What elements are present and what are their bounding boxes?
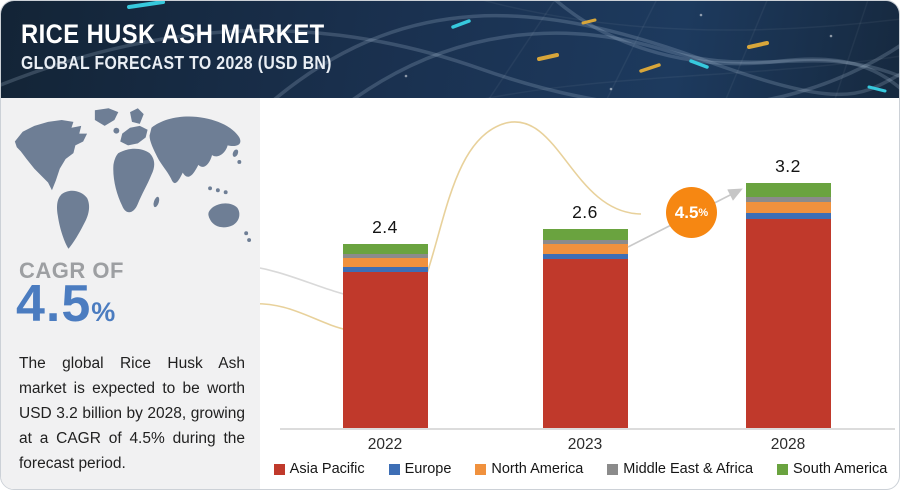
bar-segment-north-america-2028 xyxy=(745,202,831,214)
legend-swatch xyxy=(273,463,285,475)
cagr-percent-sign: % xyxy=(91,297,116,327)
legend-label: South America xyxy=(793,461,888,477)
header-banner: RICE HUSK ASH MARKET GLOBAL FORECAST TO … xyxy=(1,1,899,98)
bar-segment-europe-2022 xyxy=(342,266,428,272)
legend-swatch xyxy=(475,463,487,475)
legend-item-middle-east-africa: Middle East & Africa xyxy=(607,461,753,477)
sidebar-panel: CAGR OF 4.5% The global Rice Husk Ash ma… xyxy=(1,98,260,489)
chart-legend: Asia Pacific Europe North America Middle Ea… xyxy=(260,461,899,477)
legend-item-asia-pacific: Asia Pacific xyxy=(273,461,365,477)
growth-badge: 4.5% xyxy=(666,187,717,238)
legend-swatch xyxy=(607,463,619,475)
value-label-2023: 2.6 xyxy=(572,202,598,223)
bar-segment-north-america-2023 xyxy=(542,244,628,254)
bar-segment-south-america-2023 xyxy=(542,229,628,240)
legend-item-north-america: North America xyxy=(475,461,583,477)
legend-label: North America xyxy=(491,461,584,477)
bar-segment-south-america-2028 xyxy=(745,183,831,197)
cagr-label: CAGR OF xyxy=(19,258,124,283)
bar-segment-europe-2023 xyxy=(542,253,628,259)
bar-segment-south-america-2022 xyxy=(342,244,428,255)
cagr-number: 4.5 xyxy=(16,275,92,333)
bar-segment-asia-pacific-2022 xyxy=(342,271,428,428)
chart-area: 4.5% 2.4 2022 2.6 2023 3.2 2028 Asia Pacific E… xyxy=(260,98,899,489)
value-label-2022: 2.4 xyxy=(372,217,398,238)
legend-swatch xyxy=(777,463,789,475)
bar-segment-asia-pacific-2028 xyxy=(745,219,831,428)
bar-segment-north-america-2022 xyxy=(342,258,428,267)
bar-plot: 2.4 2022 2.6 2023 3.2 2028 xyxy=(260,98,899,489)
x-axis-label-2023: 2023 xyxy=(567,436,603,453)
growth-badge-unit: % xyxy=(698,206,709,219)
x-axis-label-2028: 2028 xyxy=(770,436,806,453)
legend-label: Middle East & Africa xyxy=(623,461,754,477)
page-subtitle: GLOBAL FORECAST TO 2028 (USD BN) xyxy=(21,53,332,74)
growth-badge-value: 4.5 xyxy=(674,202,699,222)
legend-label: Asia Pacific xyxy=(289,461,365,477)
legend-item-europe: Europe xyxy=(388,461,452,477)
bar-segment-asia-pacific-2023 xyxy=(542,258,628,428)
bar-segment-middle-east-africa-2028 xyxy=(745,196,831,203)
x-axis-label-2022: 2022 xyxy=(367,436,403,453)
x-axis-line xyxy=(280,428,895,430)
cagr-value: 4.5% xyxy=(16,274,115,334)
value-label-2028: 3.2 xyxy=(775,156,801,177)
legend-swatch xyxy=(388,463,400,475)
bar-segment-europe-2028 xyxy=(745,213,831,220)
bar-segment-middle-east-africa-2023 xyxy=(542,239,628,245)
page-title: RICE HUSK ASH MARKET xyxy=(21,19,325,49)
legend-label: Europe xyxy=(404,461,452,477)
legend-item-south-america: South America xyxy=(777,461,887,477)
bar-segment-middle-east-africa-2022 xyxy=(342,254,428,259)
world-map-icon xyxy=(9,104,253,256)
market-summary-text: The global Rice Husk Ash market is expec… xyxy=(19,354,245,472)
header-network-decoration xyxy=(1,1,899,98)
